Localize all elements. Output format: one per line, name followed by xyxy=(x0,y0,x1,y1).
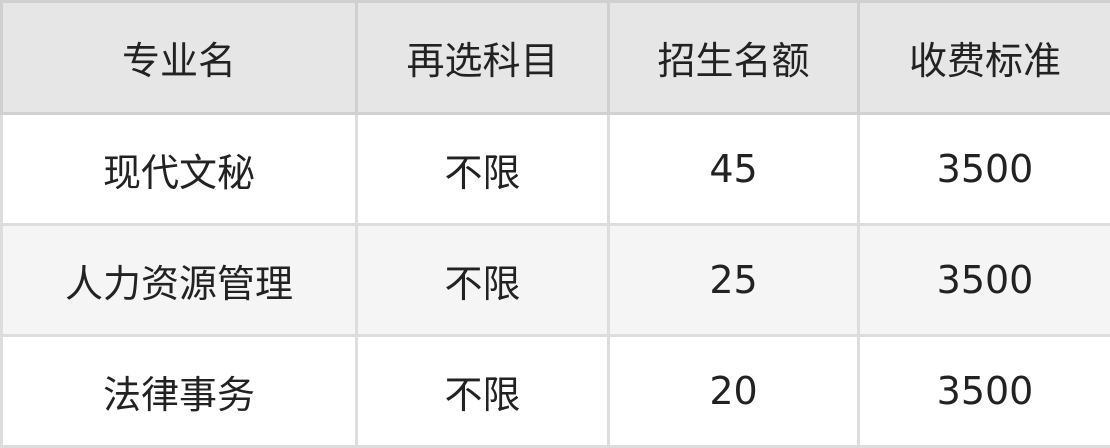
header-subjects: 再选科目 xyxy=(357,2,609,114)
cell-subjects: 不限 xyxy=(357,114,609,225)
cell-fee: 3500 xyxy=(859,114,1110,225)
cell-quota: 25 xyxy=(609,225,859,336)
header-fee: 收费标准 xyxy=(859,2,1110,114)
table-row: 现代文秘 不限 45 3500 xyxy=(2,114,1110,225)
table-row: 人力资源管理 不限 25 3500 xyxy=(2,225,1110,336)
cell-subjects: 不限 xyxy=(357,225,609,336)
header-major: 专业名 xyxy=(2,2,357,114)
table-row: 法律事务 不限 20 3500 xyxy=(2,336,1110,447)
cell-fee: 3500 xyxy=(859,336,1110,447)
cell-major: 法律事务 xyxy=(2,336,357,447)
cell-major: 现代文秘 xyxy=(2,114,357,225)
cell-major: 人力资源管理 xyxy=(2,225,357,336)
header-quota: 招生名额 xyxy=(609,2,859,114)
cell-quota: 20 xyxy=(609,336,859,447)
header-row: 专业名 再选科目 招生名额 收费标准 xyxy=(2,2,1110,114)
cell-subjects: 不限 xyxy=(357,336,609,447)
cell-quota: 45 xyxy=(609,114,859,225)
cell-fee: 3500 xyxy=(859,225,1110,336)
